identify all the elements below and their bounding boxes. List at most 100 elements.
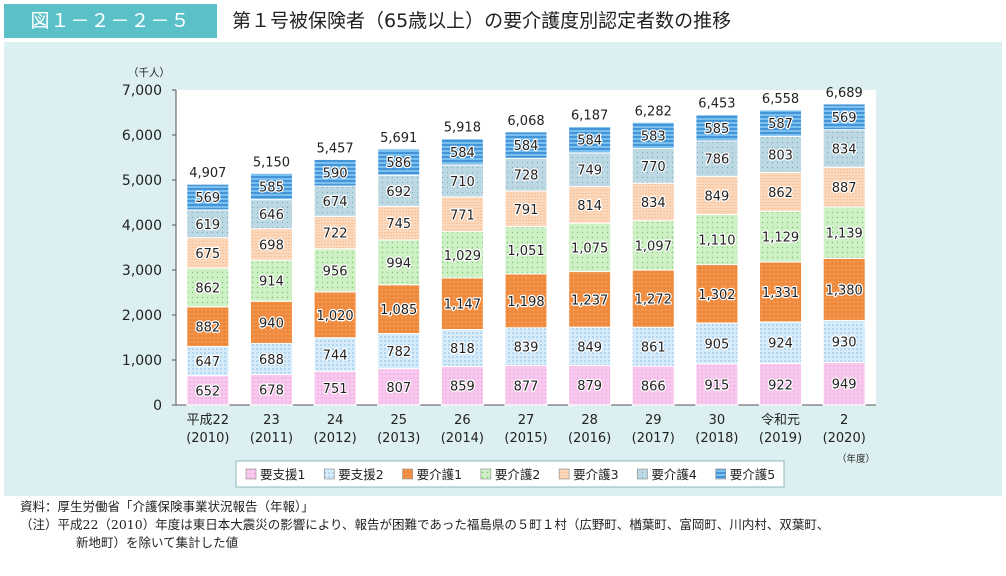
bar-segment [822, 257, 866, 321]
bar-segment [759, 210, 803, 263]
legend-swatch [715, 468, 727, 480]
legend-swatch [323, 468, 335, 480]
segment-value-label: 722 [323, 227, 348, 242]
segment-value-label: 745 [386, 217, 411, 232]
bar-total-label: 5,918 [444, 121, 481, 136]
segment-value-label: 1,237 [571, 293, 608, 308]
segment-value-label: 647 [195, 355, 220, 370]
bar-segment [313, 248, 357, 293]
bar-total-label: 5,691 [380, 131, 417, 146]
bar-segment [186, 306, 230, 348]
bar-segment [313, 215, 357, 250]
segment-value-label: 1,331 [762, 286, 799, 301]
bar-segment [504, 226, 548, 275]
segment-value-label: 915 [704, 378, 729, 393]
segment-value-label: 1,147 [444, 298, 481, 313]
bar-segment [377, 174, 421, 207]
legend-label: 要介護2 [495, 467, 540, 482]
x-category-year: (2015) [504, 431, 547, 446]
segment-value-label: 791 [514, 203, 539, 218]
x-category-year: (2020) [823, 431, 866, 446]
segment-value-label: 749 [577, 164, 602, 179]
bar-segment [504, 157, 548, 192]
y-tick-label: 1,000 [122, 353, 162, 369]
segment-value-label: 710 [450, 175, 475, 190]
bar-segment [249, 172, 293, 201]
segment-value-label: 905 [704, 337, 729, 352]
segment-value-label: 771 [450, 208, 475, 223]
segment-value-label: 584 [514, 139, 539, 154]
segment-value-label: 1,075 [571, 241, 608, 256]
segment-value-label: 586 [386, 156, 411, 171]
legend-label: 要支援1 [260, 467, 305, 482]
segment-value-label: 1,110 [698, 234, 735, 249]
bar-segment [249, 300, 293, 345]
bar-segment [631, 182, 675, 222]
legend-swatch [245, 468, 257, 480]
segment-value-label: 1,380 [826, 283, 863, 298]
x-category-label: 30 [709, 413, 726, 428]
segment-value-label: 674 [323, 195, 348, 210]
segment-value-label: 1,198 [507, 295, 544, 310]
bar-segment [822, 206, 866, 259]
bar-segment [377, 332, 421, 370]
bar-total-label: 6,282 [635, 104, 672, 119]
y-tick-label: 5,000 [122, 173, 162, 189]
x-category-label: 平成22 [187, 413, 230, 428]
bar-segment [695, 322, 739, 365]
legend-swatch [480, 468, 492, 480]
bar-segment [695, 175, 739, 216]
legend-label: 要介護5 [730, 467, 775, 482]
bar-segment [249, 199, 293, 230]
bar-total-label: 5,150 [253, 155, 290, 170]
legend-label: 要介護4 [651, 467, 697, 482]
x-category-label: 26 [454, 413, 471, 428]
bar-segment [440, 365, 484, 406]
bar-segment [759, 135, 803, 173]
figure-title: 第１号被保険者（65歳以上）の要介護度別認定者数の推移 [232, 10, 732, 32]
figure-notes: 資料：厚生労働省「介護保険事業状況報告（年報）」 （注）平成22（2010）年度… [20, 498, 990, 552]
segment-value-label: 861 [641, 341, 666, 356]
segment-value-label: 692 [386, 185, 411, 200]
bar-segment [377, 239, 421, 286]
y-tick-label: 7,000 [122, 83, 162, 99]
chart-labels: 652 647 882 862 675 619 569 4,907 678 688 940 914 69… [189, 86, 864, 400]
segment-value-label: 1,051 [507, 244, 544, 259]
segment-value-label: 879 [577, 379, 602, 394]
segment-value-label: 882 [195, 321, 220, 336]
bar-segment [186, 209, 230, 239]
segment-value-label: 1,139 [826, 227, 863, 242]
x-category-label: 23 [263, 413, 280, 428]
segment-value-label: 862 [195, 281, 220, 296]
segment-value-label: 849 [577, 340, 602, 355]
segment-value-label: 1,085 [380, 303, 417, 318]
bar-segment [186, 183, 230, 211]
segment-value-label: 862 [768, 186, 793, 201]
segment-value-label: 770 [641, 160, 666, 175]
x-unit-label: （年度） [837, 453, 875, 465]
bar-segment [377, 368, 421, 406]
x-category-year: (2014) [441, 431, 484, 446]
bar-segment [249, 373, 293, 406]
segment-value-label: 849 [704, 189, 729, 204]
segment-value-label: 1,029 [444, 249, 481, 264]
bar-segment [377, 148, 421, 176]
segment-value-label: 569 [832, 111, 857, 126]
segment-value-label: 786 [704, 153, 729, 168]
segment-value-label: 834 [641, 196, 666, 211]
segment-value-label: 584 [450, 146, 475, 161]
bar-segment [504, 327, 548, 367]
segment-value-label: 1,020 [316, 309, 353, 324]
chart-bars [186, 103, 866, 406]
segment-value-label: 859 [450, 380, 475, 395]
bar-segment [186, 346, 230, 377]
bar-total-label: 4,907 [189, 166, 226, 181]
segment-value-label: 930 [832, 335, 857, 350]
segment-value-label: 814 [577, 199, 602, 214]
bar-segment [568, 186, 612, 224]
segment-value-label: 839 [514, 341, 539, 356]
footnote-line-2: 新地町）を除いて集計した値 [76, 535, 239, 550]
x-category-label: 29 [645, 413, 662, 428]
